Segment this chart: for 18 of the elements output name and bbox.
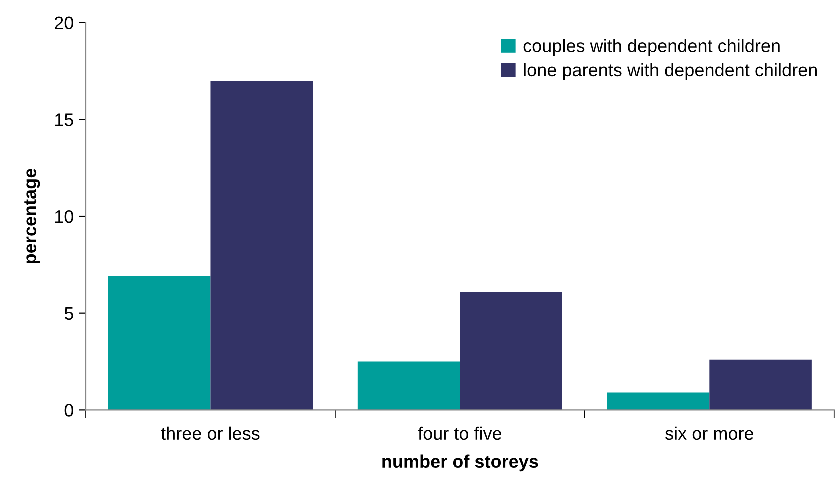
bar bbox=[108, 276, 211, 410]
legend-label: couples with dependent children bbox=[524, 39, 780, 56]
y-tick-label: 20 bbox=[55, 16, 74, 30]
y-axis-title: percentage bbox=[24, 168, 40, 264]
bar bbox=[607, 392, 710, 410]
bar bbox=[710, 360, 812, 410]
x-tick-label: six or more bbox=[666, 426, 754, 440]
bar bbox=[210, 80, 314, 410]
x-axis-title: number of storeys bbox=[382, 454, 538, 472]
y-tick-label: 5 bbox=[64, 307, 74, 320]
y-tick-label: 0 bbox=[64, 404, 74, 417]
bar bbox=[358, 362, 460, 410]
legend-label: lone parents with dependent children bbox=[524, 63, 817, 80]
y-tick-label: 10 bbox=[55, 210, 74, 224]
x-tick-label: four to five bbox=[418, 426, 502, 440]
bar bbox=[460, 292, 562, 410]
y-tick-label: 15 bbox=[55, 114, 74, 126]
x-tick-label: three or less bbox=[161, 426, 260, 440]
